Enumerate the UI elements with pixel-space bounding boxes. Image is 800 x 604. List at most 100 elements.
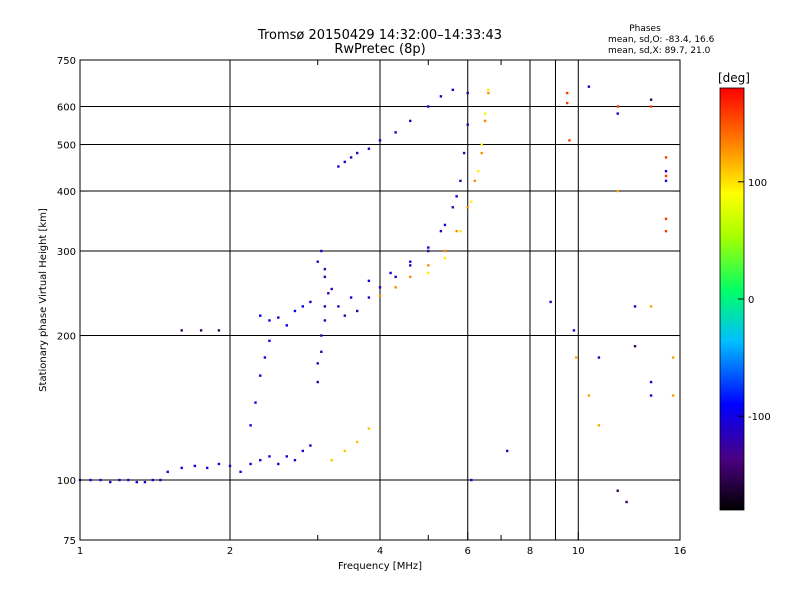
data-point: [249, 462, 252, 466]
data-point: [337, 305, 340, 308]
data-point: [664, 174, 668, 178]
data-point: [409, 264, 412, 267]
data-point: [459, 179, 462, 183]
data-points: [78, 85, 675, 504]
data-point: [664, 179, 668, 183]
data-point: [487, 91, 490, 95]
data-point: [633, 305, 637, 308]
data-point: [239, 470, 242, 474]
y-tick-label: 500: [57, 141, 76, 152]
data-point: [135, 480, 138, 484]
data-point: [316, 362, 319, 365]
data-point: [151, 478, 155, 482]
colorbar-tick-label: 100: [748, 178, 767, 189]
x-tick-label: 16: [674, 546, 687, 557]
data-point: [323, 267, 327, 271]
axis-ticks: 1 2 4 6 8 10 16 75 100 200 300 400 500 600 750: [57, 56, 686, 557]
y-tick-label: 600: [57, 103, 76, 114]
stats-heading: Phases: [629, 24, 661, 34]
data-point: [409, 260, 412, 263]
chart-title: Tromsø 20150429 14:32:00–14:33:43: [257, 28, 502, 43]
data-point: [466, 123, 469, 126]
data-point: [664, 156, 668, 159]
data-point: [301, 449, 305, 453]
x-tick-label: 2: [227, 546, 233, 557]
data-point: [343, 314, 347, 317]
data-point: [367, 296, 371, 299]
x-axis-label: Frequency [MHz]: [338, 561, 422, 572]
y-tick-label: 300: [57, 247, 76, 258]
data-point: [228, 464, 232, 468]
data-point: [459, 229, 462, 233]
data-point: [127, 478, 130, 482]
data-point: [378, 286, 382, 289]
x-tick-label: 10: [572, 546, 585, 557]
data-point: [597, 356, 601, 359]
grid-lines: [80, 60, 680, 540]
data-point: [625, 500, 628, 504]
data-point: [263, 356, 267, 359]
colorbar-label: [deg]: [718, 71, 750, 85]
data-point: [565, 91, 569, 95]
data-point: [671, 356, 675, 359]
data-point: [616, 105, 619, 108]
data-point: [378, 294, 382, 297]
data-point: [99, 478, 102, 482]
data-point: [293, 309, 297, 313]
data-point: [301, 305, 305, 308]
data-point: [649, 380, 653, 384]
data-point: [587, 85, 591, 88]
data-point: [327, 292, 330, 295]
data-point: [159, 478, 162, 482]
x-tick-label: 1: [77, 546, 83, 557]
data-point: [259, 314, 262, 317]
data-point: [443, 223, 447, 227]
data-point: [451, 206, 455, 209]
data-point: [320, 350, 323, 353]
data-point: [199, 329, 203, 332]
y-axis-label: Stationary phase Virtual Height [km]: [38, 208, 49, 392]
data-point: [349, 156, 353, 159]
colorbar-ticks: 100 0 -100: [738, 178, 771, 423]
y-tick-label: 200: [57, 332, 76, 343]
data-point: [109, 480, 112, 484]
data-point: [470, 200, 473, 203]
y-tick-label: 100: [57, 476, 76, 487]
data-point: [470, 478, 473, 482]
data-point: [343, 160, 347, 164]
data-point: [487, 88, 490, 92]
data-point: [572, 329, 576, 332]
data-point: [664, 229, 668, 233]
data-point: [205, 466, 209, 470]
data-point: [427, 249, 430, 253]
data-point: [249, 424, 252, 427]
data-point: [649, 394, 653, 397]
data-point: [320, 334, 323, 337]
data-point: [367, 279, 371, 283]
data-point: [568, 139, 571, 142]
data-point: [664, 169, 668, 173]
x-tick-label: 4: [377, 546, 383, 557]
data-point: [180, 329, 183, 332]
data-point: [355, 309, 359, 313]
data-point: [664, 217, 668, 221]
data-point: [649, 98, 653, 101]
data-point: [574, 356, 578, 359]
data-point: [349, 296, 353, 299]
data-point: [671, 394, 675, 397]
data-point: [180, 466, 183, 470]
data-point: [355, 440, 359, 444]
data-point: [193, 464, 197, 468]
data-point: [268, 339, 271, 343]
y-tick-label: 750: [57, 56, 76, 67]
data-point: [355, 151, 359, 155]
data-point: [166, 470, 169, 474]
data-point: [394, 286, 397, 289]
data-point: [378, 139, 382, 142]
data-point: [439, 229, 443, 233]
data-point: [409, 119, 412, 123]
data-point: [89, 478, 92, 482]
data-point: [480, 151, 483, 155]
data-point: [649, 305, 653, 308]
data-point: [409, 275, 412, 279]
